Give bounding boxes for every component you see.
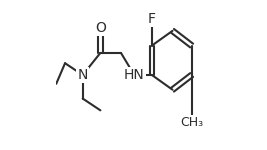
Text: F: F (148, 12, 156, 26)
Text: N: N (77, 68, 88, 82)
Text: O: O (95, 21, 106, 35)
Text: HN: HN (124, 68, 145, 82)
Text: CH₃: CH₃ (180, 116, 203, 129)
